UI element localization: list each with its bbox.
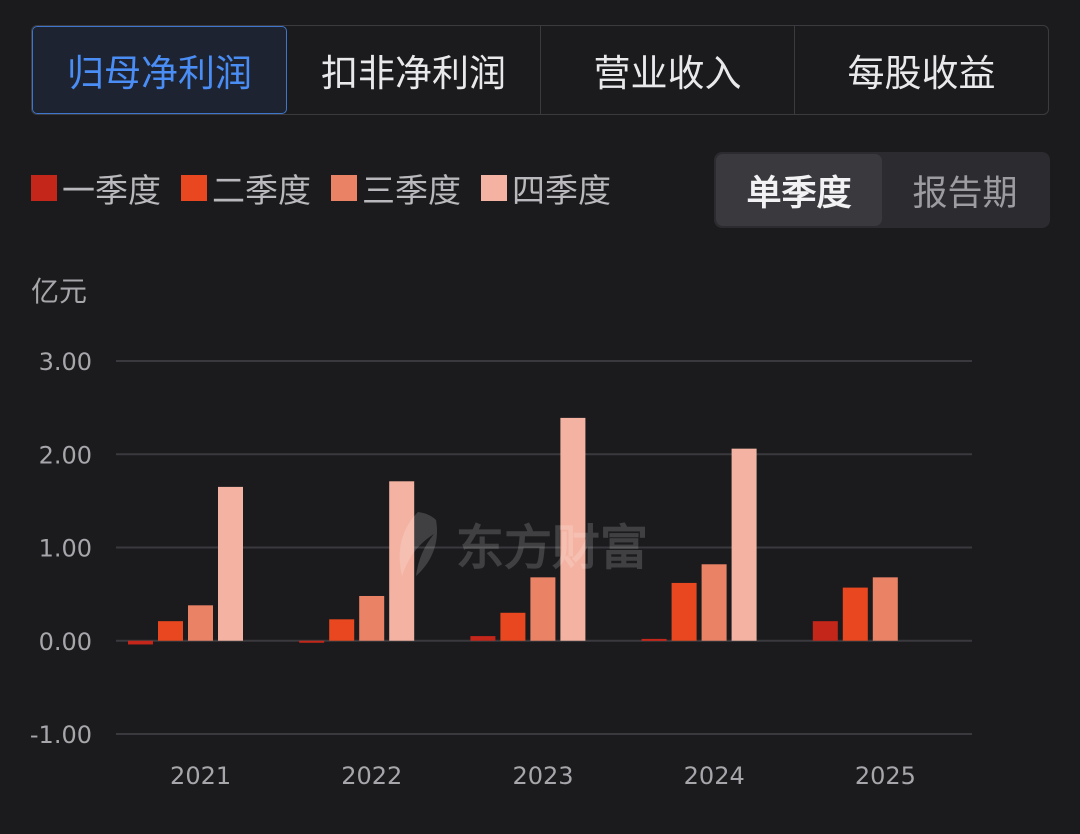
x-tick-label: 2021	[170, 762, 231, 790]
legend-label-q3: 三季度	[362, 171, 461, 210]
x-tick-label: 2024	[684, 762, 745, 790]
bar-2024-q1[interactable]	[641, 638, 667, 641]
bar-2024-q4[interactable]	[731, 448, 757, 641]
y-tick-label: -1.00	[30, 721, 92, 749]
y-tick-label: 1.00	[39, 535, 92, 563]
bar-2022-q4[interactable]	[389, 481, 415, 641]
bar-2021-q2[interactable]	[158, 621, 183, 641]
bar-2023-q4[interactable]	[560, 417, 586, 641]
legend-swatch-q4	[481, 175, 507, 201]
bar-2024-q3[interactable]	[701, 564, 727, 641]
tab-net-profit-deducted[interactable]: 扣非净利润	[287, 26, 541, 114]
x-tick-label: 2023	[512, 762, 573, 790]
bar-2023-q2[interactable]	[500, 612, 526, 641]
bar-2023-q1[interactable]	[470, 636, 496, 641]
legend-item-q1[interactable]: 一季度	[31, 164, 161, 212]
bar-2023-q3[interactable]	[530, 577, 556, 641]
toggle-report-period[interactable]: 报告期	[912, 173, 1018, 214]
x-tick-label: 2025	[855, 762, 916, 790]
legend-item-q4[interactable]: 四季度	[481, 164, 611, 212]
bar-2021-q4[interactable]	[218, 486, 243, 641]
y-tick-label: 0.00	[39, 628, 92, 656]
bar-2021-q3[interactable]	[188, 605, 213, 641]
legend-item-q2[interactable]: 二季度	[181, 164, 311, 212]
legend-swatch-q3	[331, 175, 357, 201]
period-toggle: 单季度 报告期	[714, 152, 1050, 228]
chart-legend: 一季度 二季度 三季度 四季度	[31, 165, 631, 211]
bar-2022-q3[interactable]	[359, 595, 385, 641]
bar-2025-q3[interactable]	[872, 577, 898, 641]
bar-2025-q2[interactable]	[842, 587, 868, 641]
bar-2025-q1[interactable]	[812, 621, 838, 641]
tab-eps[interactable]: 每股收益	[847, 52, 996, 95]
toggle-single-quarter[interactable]: 单季度	[716, 154, 882, 226]
x-tick-label: 2022	[341, 762, 402, 790]
y-axis-unit-label: 亿元	[31, 275, 88, 308]
y-tick-label: 3.00	[39, 348, 92, 376]
legend-swatch-q1	[31, 175, 57, 201]
tab-operating-revenue[interactable]: 营业收入	[541, 26, 795, 114]
legend-label-q4: 四季度	[512, 171, 611, 210]
y-tick-label: 2.00	[39, 441, 92, 469]
metric-tabs: 归母净利润 扣非净利润 营业收入 每股收益	[31, 25, 1049, 115]
legend-label-q1: 一季度	[62, 171, 161, 210]
bar-2022-q2[interactable]	[329, 619, 355, 641]
tab-net-profit-attributable[interactable]: 归母净利润	[32, 26, 287, 114]
legend-swatch-q2	[181, 175, 207, 201]
bar-2022-q1[interactable]	[299, 640, 325, 643]
legend-label-q2: 二季度	[212, 171, 311, 210]
bar-2024-q2[interactable]	[671, 582, 697, 641]
bar-2021-q1[interactable]	[128, 640, 153, 645]
legend-item-q3[interactable]: 三季度	[331, 164, 461, 212]
